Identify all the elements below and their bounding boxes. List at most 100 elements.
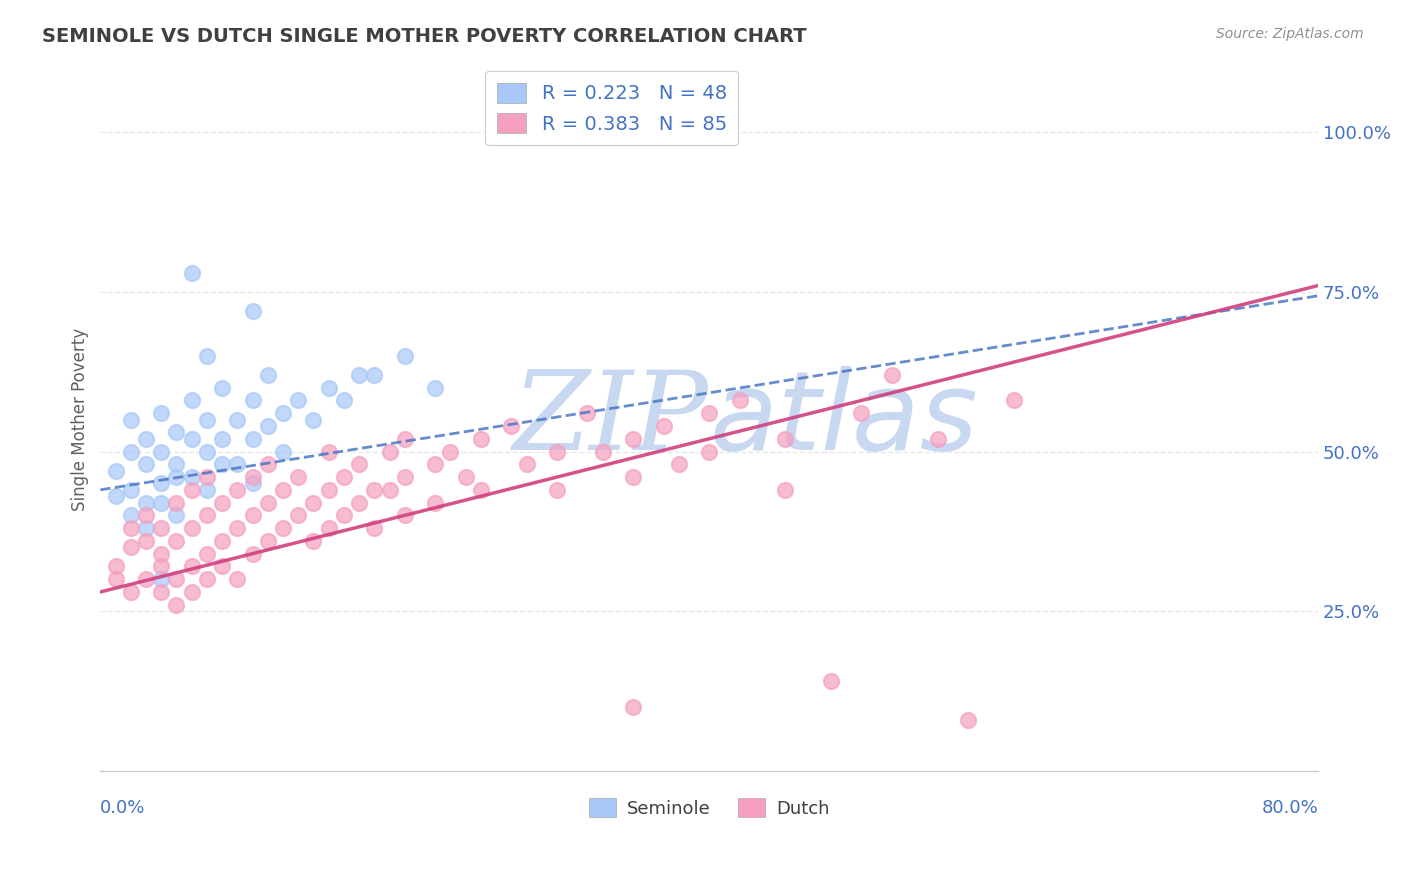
Point: [195, 547, 218, 561]
Point: [425, 381, 447, 395]
Point: [454, 470, 477, 484]
Point: [211, 533, 233, 548]
Point: [592, 444, 614, 458]
Point: [621, 699, 644, 714]
Point: [256, 419, 278, 434]
Point: [120, 483, 142, 497]
Point: [256, 458, 278, 472]
Point: [501, 419, 523, 434]
Point: [363, 483, 385, 497]
Point: [256, 533, 278, 548]
Point: [226, 483, 249, 497]
Point: [166, 572, 188, 586]
Point: [211, 381, 233, 395]
Point: [668, 458, 690, 472]
Point: [287, 393, 309, 408]
Point: [226, 521, 249, 535]
Point: [135, 495, 157, 509]
Point: [394, 432, 416, 446]
Point: [333, 393, 356, 408]
Point: [150, 476, 173, 491]
Point: [166, 470, 188, 484]
Point: [104, 559, 127, 574]
Y-axis label: Single Mother Poverty: Single Mother Poverty: [72, 328, 89, 511]
Point: [242, 470, 264, 484]
Point: [195, 572, 218, 586]
Point: [425, 458, 447, 472]
Text: ZIP: ZIP: [513, 366, 709, 474]
Point: [728, 393, 751, 408]
Point: [226, 458, 249, 472]
Point: [425, 495, 447, 509]
Point: [211, 458, 233, 472]
Point: [195, 349, 218, 363]
Point: [318, 521, 340, 535]
Point: [394, 508, 416, 523]
Point: [150, 572, 173, 586]
Point: [318, 483, 340, 497]
Point: [226, 572, 249, 586]
Point: [166, 508, 188, 523]
Point: [150, 495, 173, 509]
Point: [927, 432, 949, 446]
Point: [180, 559, 202, 574]
Point: [271, 444, 294, 458]
Point: [880, 368, 903, 382]
Point: [166, 533, 188, 548]
Text: Source: ZipAtlas.com: Source: ZipAtlas.com: [1216, 27, 1364, 41]
Point: [104, 464, 127, 478]
Point: [302, 495, 325, 509]
Point: [775, 432, 797, 446]
Point: [256, 368, 278, 382]
Point: [166, 598, 188, 612]
Point: [166, 495, 188, 509]
Point: [211, 559, 233, 574]
Point: [180, 393, 202, 408]
Point: [652, 419, 675, 434]
Point: [302, 533, 325, 548]
Point: [242, 432, 264, 446]
Point: [120, 508, 142, 523]
Legend: Seminole, Dutch: Seminole, Dutch: [582, 791, 837, 825]
Point: [394, 470, 416, 484]
Point: [180, 470, 202, 484]
Point: [439, 444, 461, 458]
Point: [271, 406, 294, 420]
Point: [333, 470, 356, 484]
Point: [333, 508, 356, 523]
Point: [150, 406, 173, 420]
Point: [195, 508, 218, 523]
Point: [470, 483, 492, 497]
Text: atlas: atlas: [709, 366, 977, 473]
Point: [180, 521, 202, 535]
Point: [226, 412, 249, 426]
Text: 80.0%: 80.0%: [1261, 798, 1319, 817]
Point: [135, 508, 157, 523]
Point: [470, 432, 492, 446]
Point: [956, 713, 979, 727]
Point: [546, 444, 568, 458]
Point: [271, 483, 294, 497]
Point: [851, 406, 873, 420]
Point: [195, 470, 218, 484]
Point: [195, 412, 218, 426]
Point: [347, 368, 370, 382]
Point: [150, 547, 173, 561]
Point: [135, 533, 157, 548]
Text: 0.0%: 0.0%: [100, 798, 146, 817]
Text: SEMINOLE VS DUTCH SINGLE MOTHER POVERTY CORRELATION CHART: SEMINOLE VS DUTCH SINGLE MOTHER POVERTY …: [42, 27, 807, 45]
Point: [378, 444, 401, 458]
Point: [166, 425, 188, 440]
Point: [242, 508, 264, 523]
Point: [363, 368, 385, 382]
Point: [166, 458, 188, 472]
Point: [104, 489, 127, 503]
Point: [150, 521, 173, 535]
Point: [195, 483, 218, 497]
Point: [347, 458, 370, 472]
Point: [256, 495, 278, 509]
Point: [120, 412, 142, 426]
Point: [820, 674, 842, 689]
Point: [242, 393, 264, 408]
Point: [180, 483, 202, 497]
